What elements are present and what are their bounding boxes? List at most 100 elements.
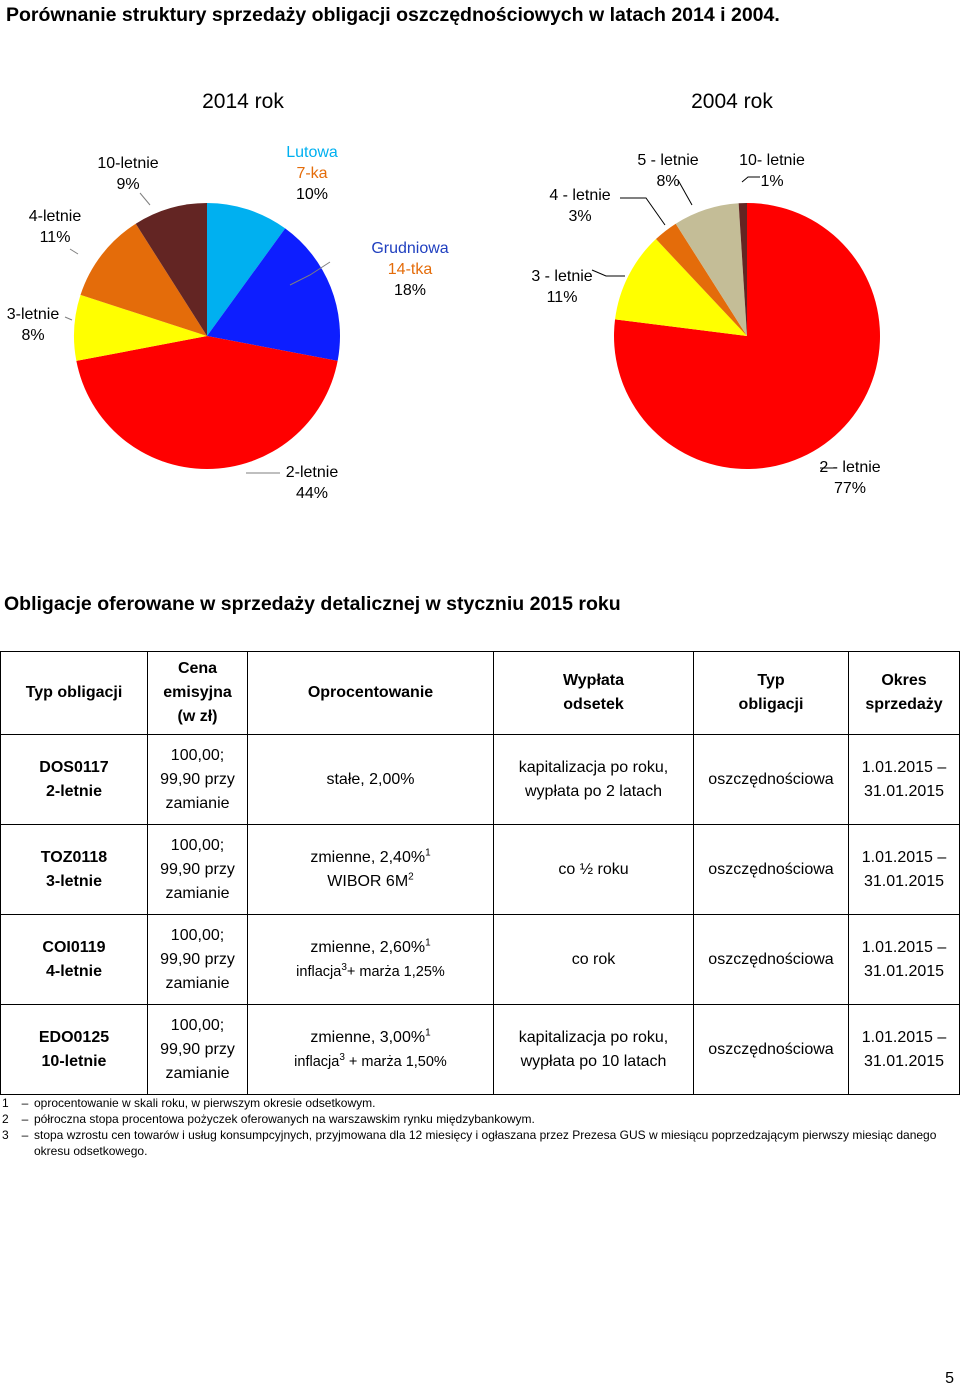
label-pct: 18% [393, 282, 427, 299]
pie-label-10-letnie-2014: 10-letnie 9% [88, 153, 168, 195]
footnote-dash: – [21, 1128, 29, 1142]
label-name: 3 - letnie [531, 268, 593, 285]
cell-payout: co ½ roku [493, 824, 694, 915]
table-header-row: Typ obligacji Cena emisyjna (w zł) Oproc… [0, 651, 960, 735]
cell-bond-name: EDO0125 10-letnie [0, 1004, 148, 1095]
leader-line-3-letnie [64, 316, 73, 321]
leader-line-4-letnie [69, 248, 79, 255]
pie-slice-grudniowa-14-tka [207, 228, 340, 361]
cell-period: 1.01.2015 – 31.01.2015 [848, 914, 960, 1005]
pie-2014-svg [64, 192, 340, 474]
pie-label-2-letnie-2004: 2 - letnie 77% [810, 457, 890, 499]
header-wyplata-odsetek: Wypłata odsetek [493, 651, 694, 735]
rate-line2: inflacja [296, 963, 342, 980]
rate-line1: zmienne, 3,00% [310, 1028, 426, 1046]
pie-chart-2014: 2014 rok Lutowa 7-ka 10% Grudniowa 14-tk… [0, 90, 480, 510]
cell-type: oszczędnościowa [693, 824, 849, 915]
rate-line2-tail: + marża 1,50% [344, 1053, 447, 1070]
cell-period: 1.01.2015 – 31.01.2015 [848, 824, 960, 915]
rate-line2: inflacja [294, 1053, 340, 1070]
cell-bond-name: COI0119 4-letnie [0, 914, 148, 1005]
footnote-ref: 3 [339, 1051, 345, 1063]
table-row: TOZ0118 3-letnie 100,00; 99,90 przy zami… [0, 824, 960, 915]
cell-rate: zmienne, 2,60%1 inflacja3+ marża 1,25% [247, 914, 494, 1005]
pie-label-10-letnie-2004: 10- letnie 1% [730, 150, 814, 192]
pie-label-3-letnie-2014: 3-letnie 8% [0, 304, 66, 346]
page-number: 5 [945, 1370, 954, 1387]
label-name: 3-letnie [6, 306, 60, 323]
cell-bond-name: TOZ0118 3-letnie [0, 824, 148, 915]
cell-rate: zmienne, 3,00%1 inflacja3 + marża 1,50% [247, 1004, 494, 1095]
pie-slice-5-letnie [675, 203, 747, 336]
label-pct: 9% [116, 176, 140, 193]
footnote-number: 2 [2, 1112, 9, 1126]
cell-price: 100,00; 99,90 przy zamianie [147, 734, 248, 825]
pie-chart-2004: 2004 rok 5 - letnie 8% 10- letnie 1% 4 -… [480, 90, 960, 510]
pie-label-4-letnie-2014: 4-letnie 11% [18, 206, 92, 248]
pie-title-2014: 2014 rok [202, 90, 284, 113]
footnote-text: oprocentowanie w skali roku, w pierwszym… [34, 1096, 376, 1110]
footnote-item: 3 – stopa wzrostu cen towarów i usług ko… [2, 1127, 958, 1159]
cell-type: oszczędnościowa [693, 734, 849, 825]
label-pct: 1% [760, 173, 784, 190]
cell-price: 100,00; 99,90 przy zamianie [147, 914, 248, 1005]
leader-line-5-letnie-2004 [677, 179, 693, 206]
leader-line-10-letnie-2004 [741, 176, 760, 183]
leader-line-4-letnie-2004 [620, 197, 666, 226]
label-name: 7-ka [296, 165, 328, 182]
header-cena-emisyjna: Cena emisyjna (w zł) [147, 651, 248, 735]
label-pct: 3% [568, 208, 592, 225]
cell-type: oszczędnościowa [693, 1004, 849, 1095]
header-oprocentowanie: Oprocentowanie [247, 651, 494, 735]
footnote-ref: 2 [408, 871, 414, 883]
cell-price: 100,00; 99,90 przy zamianie [147, 824, 248, 915]
cell-payout: kapitalizacja po roku, wypłata po 10 lat… [493, 1004, 694, 1095]
label-name: 10-letnie [97, 155, 159, 172]
bonds-table: Typ obligacji Cena emisyjna (w zł) Oproc… [0, 651, 960, 1095]
cell-bond-name: DOS0117 2-letnie [0, 734, 148, 825]
label-name: 2 - letnie [819, 459, 881, 476]
leader-line-grudniowa [289, 261, 331, 286]
cell-type: oszczędnościowa [693, 914, 849, 1005]
pie-2004-svg [591, 176, 881, 470]
header-typ-obligacji-2: Typ obligacji [693, 651, 849, 735]
footnote-dash: – [21, 1112, 29, 1126]
rate-line2-tail: + marża 1,25% [346, 963, 445, 980]
label-name: 14-tka [387, 261, 433, 278]
label-name: 4-letnie [28, 208, 82, 225]
footnote-text: półroczna stopa procentowa pożyczek ofer… [34, 1112, 535, 1126]
pie-slice-10-letnie [738, 203, 747, 336]
leader-line-3-letnie-2004 [591, 269, 625, 277]
table-row: DOS0117 2-letnie 100,00; 99,90 przy zami… [0, 734, 960, 825]
pie-label-grudniowa: Grudniowa 14-tka 18% [355, 238, 465, 301]
rate-line1: zmienne, 2,40% [310, 848, 426, 866]
label-pct: 8% [21, 327, 45, 344]
pie-label-3-letnie-2004: 3 - letnie 11% [520, 266, 604, 308]
cell-payout: co rok [493, 914, 694, 1005]
pie-title-2004: 2004 rok [691, 90, 773, 113]
label-name: Lutowa [286, 144, 338, 161]
footnote-item: 1 – oprocentowanie w skali roku, w pierw… [2, 1095, 958, 1111]
cell-payout: kapitalizacja po roku, wypłata po 2 lata… [493, 734, 694, 825]
pie-label-lutowa: Lutowa 7-ka 10% [262, 142, 362, 205]
pie-slice-4-letnie [80, 223, 207, 336]
label-pct: 77% [833, 480, 867, 497]
leader-line-10-letnie [139, 192, 151, 206]
label-pct: 8% [656, 173, 680, 190]
pie-slice-2-letnie [76, 336, 338, 469]
pie-slice-3-letnie [615, 239, 747, 336]
label-pct: 10% [295, 186, 329, 203]
label-name: Grudniowa [371, 240, 449, 257]
cell-rate: zmienne, 2,40%1 WIBOR 6M2 [247, 824, 494, 915]
table-section-title: Obligacje oferowane w sprzedaży detalicz… [4, 593, 621, 615]
pie-label-5-letnie-2004: 5 - letnie 8% [626, 150, 710, 192]
page-title: Porównanie struktury sprzedaży obligacji… [6, 4, 780, 26]
footnote-number: 3 [2, 1128, 9, 1142]
label-name: 5 - letnie [637, 152, 699, 169]
table-row: COI0119 4-letnie 100,00; 99,90 przy zami… [0, 914, 960, 1005]
label-name: 4 - letnie [549, 187, 611, 204]
pie-slice-lutowa-7-ka [207, 203, 286, 336]
label-pct: 44% [295, 485, 329, 502]
pie-slice-10-letnie [135, 203, 207, 336]
footnote-ref: 3 [341, 961, 347, 973]
